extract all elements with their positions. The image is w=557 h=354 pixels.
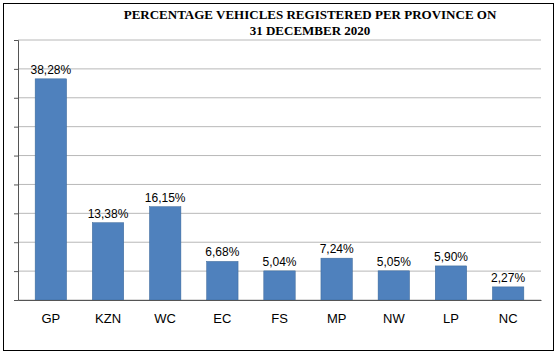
x-tick-label: GP — [41, 311, 60, 326]
x-axis: GP KZN WC EC FS MP NW LP NC — [19, 301, 542, 327]
grid-line — [18, 184, 541, 185]
x-tick: EC — [213, 311, 231, 326]
y-tick-mark — [14, 98, 18, 99]
bar — [35, 79, 66, 300]
bar — [264, 271, 295, 300]
data-label: 7,24% — [320, 242, 354, 256]
y-tick-mark — [14, 184, 18, 185]
data-label: 13,38% — [88, 207, 129, 221]
data-label: 6,68% — [205, 245, 239, 259]
chart: PERCENTAGE VEHICLES REGISTERED PER PROVI… — [0, 0, 557, 354]
x-tick: GP — [41, 311, 60, 326]
data-label: 38,28% — [31, 63, 72, 77]
bar — [92, 223, 123, 300]
plot: GP KZN WC EC FS MP NW LP NC 38,28% 13,38% 16,15% 6,6… — [14, 40, 542, 326]
y-tick-mark — [14, 213, 18, 214]
x-tick-label: LP — [443, 311, 459, 326]
y-tick — [14, 40, 18, 41]
x-tick-label: WC — [154, 311, 176, 326]
x-tick-label: EC — [213, 311, 231, 326]
bar — [492, 287, 523, 300]
y-tick — [14, 156, 18, 157]
y-tick — [14, 300, 18, 301]
bar — [149, 207, 180, 300]
x-tick-label: MP — [327, 311, 347, 326]
y-tick — [14, 184, 18, 185]
x-tick: WC — [154, 311, 176, 326]
x-tick-label: NW — [383, 311, 405, 326]
x-tick: NC — [499, 311, 518, 326]
grid-line — [18, 40, 541, 41]
x-tick: LP — [443, 311, 459, 326]
bar — [435, 266, 466, 300]
y-tick — [14, 127, 18, 128]
bar — [321, 258, 352, 300]
title: PERCENTAGE VEHICLES REGISTERED PER PROVI… — [124, 7, 497, 22]
y-axis-line — [14, 41, 19, 301]
grid-line — [18, 155, 541, 156]
x-tick: FS — [271, 311, 288, 326]
y-tick-mark — [14, 271, 18, 272]
data-label: 5,04% — [262, 255, 296, 269]
data-label: 5,05% — [377, 255, 411, 269]
data-labels: 38,28% 13,38% 16,15% 6,68% 5,04% 7,24% 5,05% 5,… — [31, 63, 526, 285]
grid-line — [18, 126, 541, 127]
x-tick-label: FS — [271, 311, 288, 326]
frame — [4, 4, 554, 351]
y-tick-mark — [14, 156, 18, 157]
y-tick — [14, 213, 18, 214]
x-tick-label: NC — [499, 311, 518, 326]
bar — [207, 261, 238, 300]
y-tick — [14, 271, 18, 272]
y-axis — [14, 41, 19, 301]
data-label: 2,27% — [491, 271, 525, 285]
y-tick-mark — [14, 127, 18, 128]
x-tick: NW — [383, 311, 405, 326]
title: 31 DECEMBER 2020 — [250, 23, 371, 38]
y-tick-mark — [14, 40, 18, 41]
x-tick: MP — [327, 311, 347, 326]
x-tick-label: KZN — [95, 311, 121, 326]
y-tick-mark — [14, 242, 18, 243]
y-tick — [14, 98, 18, 99]
x-axis-line — [19, 300, 542, 301]
grid-line — [18, 68, 541, 69]
y-tick — [14, 242, 18, 243]
y-tick-mark — [14, 69, 18, 70]
y-tick-mark — [14, 300, 18, 301]
data-label: 5,90% — [434, 250, 468, 264]
grid — [18, 40, 541, 300]
y-tick — [14, 69, 18, 70]
data-label: 16,15% — [145, 191, 186, 205]
grid-line — [18, 97, 541, 98]
x-tick: KZN — [95, 311, 121, 326]
bars — [35, 79, 524, 300]
bar — [378, 271, 409, 300]
